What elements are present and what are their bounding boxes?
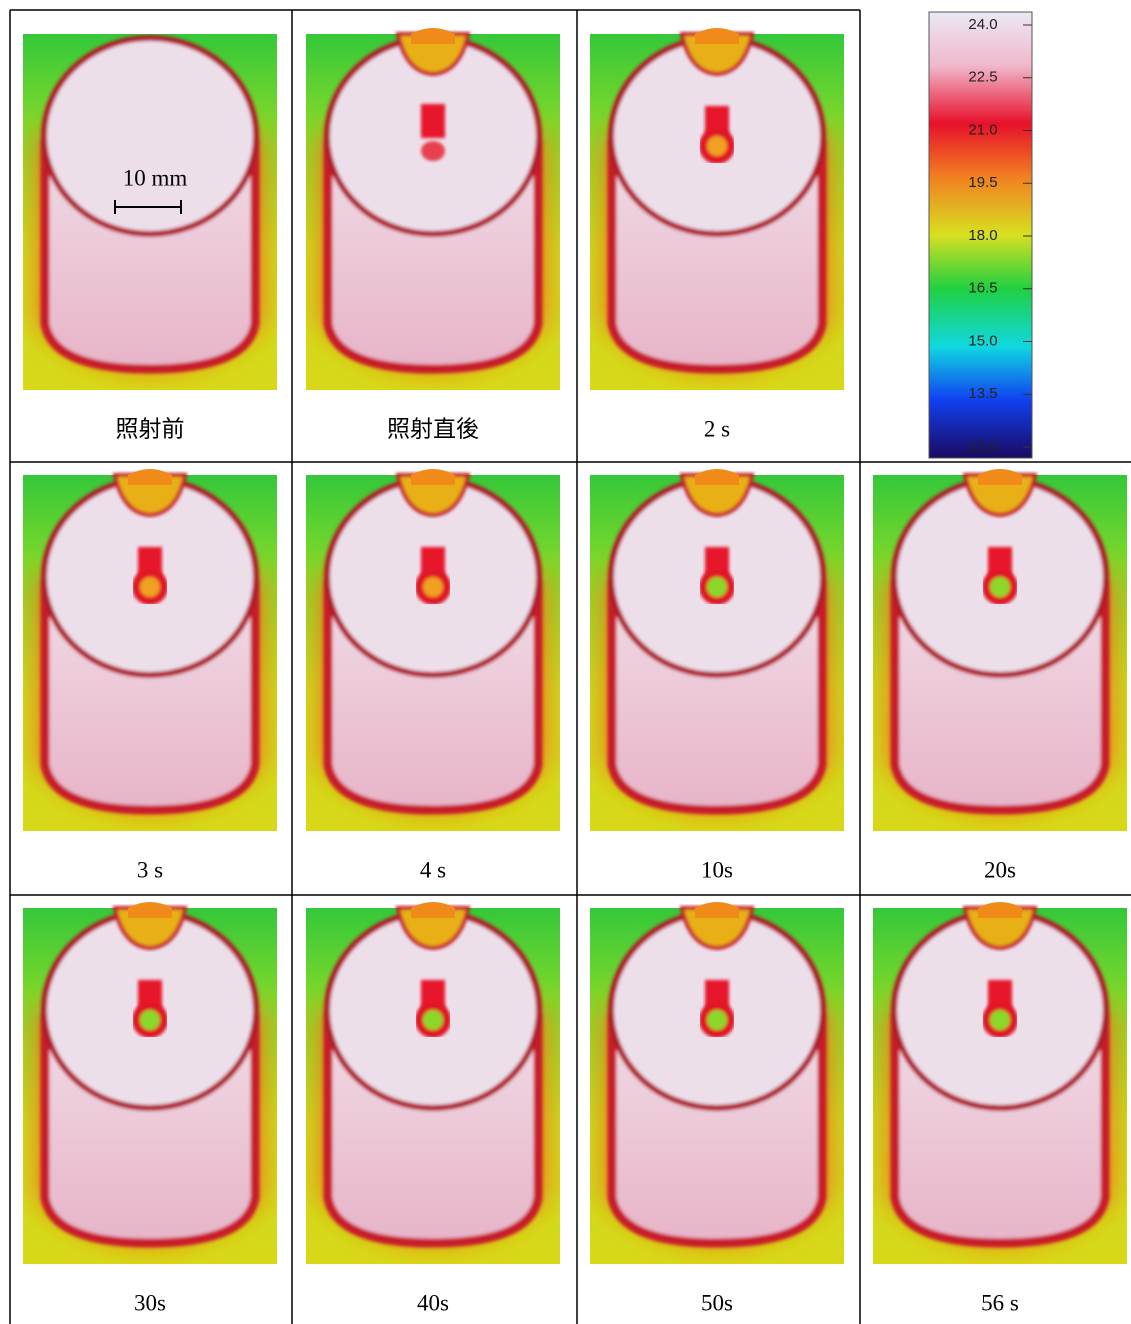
caption: 4 s [420, 857, 446, 882]
hot-ring [415, 569, 451, 605]
colorbar-tick-label: 19.5 [968, 174, 997, 191]
colorbar-tick-label: 15.0 [968, 332, 997, 349]
thermal-image [23, 34, 277, 390]
hot-ring [132, 1002, 168, 1038]
thermal-base [873, 475, 1127, 831]
caption: 照射直後 [387, 416, 479, 441]
hot-ring [699, 569, 735, 605]
thermal-image [873, 902, 1127, 1264]
thermal-base [590, 908, 844, 1264]
notch-top [978, 469, 1022, 485]
caption: 照射前 [116, 416, 185, 441]
thermal-image [873, 469, 1127, 831]
hot-ring [415, 1002, 451, 1038]
thermal-image [23, 902, 277, 1264]
thermal-image [306, 902, 560, 1264]
hot-ring [132, 569, 168, 605]
notch-top [411, 28, 455, 44]
thermal-base [873, 908, 1127, 1264]
colorbar-tick-label: 16.5 [968, 280, 997, 297]
thermal-base [306, 475, 560, 831]
thermal-base [590, 34, 844, 390]
colorbar-tick-label: 24.0 [968, 16, 997, 33]
hot-spot [421, 104, 445, 138]
hot-ring [982, 569, 1018, 605]
notch-top [128, 902, 172, 918]
colorbar [928, 11, 1033, 459]
thermal-base [306, 34, 560, 390]
caption: 2 s [704, 416, 730, 441]
caption: 56 s [981, 1290, 1019, 1315]
notch-top [411, 902, 455, 918]
thermal-image [306, 469, 560, 831]
colorbar-tick-label: 12.0 [968, 438, 997, 455]
notch-top [128, 469, 172, 485]
hot-ring [982, 1002, 1018, 1038]
colorbar-tick-label: 21.0 [968, 121, 997, 138]
thermal-image [23, 469, 277, 831]
hot-ring [699, 128, 735, 164]
colorbar-tick-label: 13.5 [968, 385, 997, 402]
caption: 3 s [137, 857, 163, 882]
thermal-base [590, 475, 844, 831]
colorbar-tick-label: 22.5 [968, 69, 997, 86]
notch-top [695, 28, 739, 44]
thermal-base [23, 34, 277, 390]
notch-top [978, 902, 1022, 918]
thermal-image [590, 902, 844, 1264]
caption: 40s [417, 1290, 449, 1315]
caption: 10s [701, 857, 733, 882]
notch-top [695, 902, 739, 918]
scale-bar-label: 10 mm [123, 165, 188, 190]
thermal-base [23, 475, 277, 831]
thermal-image [590, 28, 844, 390]
caption: 50s [701, 1290, 733, 1315]
hot-ring [699, 1002, 735, 1038]
colorbar-tick-label: 18.0 [968, 227, 997, 244]
thermal-image [306, 28, 560, 390]
caption: 30s [134, 1290, 166, 1315]
caption: 20s [984, 857, 1016, 882]
notch-top [695, 469, 739, 485]
hot-spot [421, 141, 445, 161]
thermal-base [23, 908, 277, 1264]
thermal-image [590, 469, 844, 831]
notch-top [411, 469, 455, 485]
thermal-base [306, 908, 560, 1264]
